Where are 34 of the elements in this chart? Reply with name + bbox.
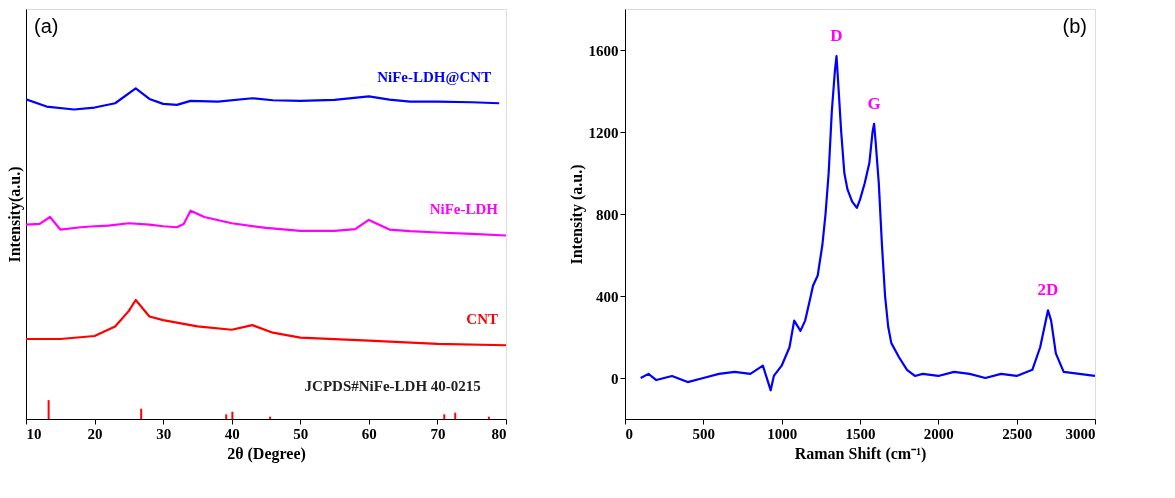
y-axis-title: Intensity (a.u.) <box>567 164 586 265</box>
y-tick-label: 400 <box>596 288 619 305</box>
x-axis-title: Raman Shift (cm⁻¹) <box>794 444 927 463</box>
x-tick-label: 10 <box>26 425 42 442</box>
x-tick-label: 1000 <box>767 425 798 442</box>
x-tick-label: 50 <box>293 425 309 442</box>
annotation: D <box>830 26 843 46</box>
annotation: 2D <box>1037 280 1059 300</box>
line-series <box>639 55 1095 392</box>
series-label: JCPDS#NiFe-LDH 40-0215 <box>304 378 481 395</box>
x-tick-label: 3000 <box>1065 425 1096 442</box>
x-tick-label: 2000 <box>923 425 954 442</box>
x-tick-label: 70 <box>430 425 446 442</box>
series-label: NiFe-LDH@CNT <box>377 69 492 86</box>
y-tick-label: 800 <box>596 206 619 223</box>
x-tick-label: 60 <box>361 425 377 442</box>
annotation: G <box>867 93 881 113</box>
y-tick-label: 0 <box>611 370 619 387</box>
series-label: NiFe-LDH <box>429 201 499 218</box>
x-tick-label: 1500 <box>845 425 876 442</box>
x-tick-label: 30 <box>156 425 172 442</box>
annotation: (b) <box>1062 15 1087 37</box>
x-tick-label: 0 <box>625 425 633 442</box>
y-axis-title: Intensity(a.u.) <box>5 166 24 263</box>
x-tick-label: 2500 <box>1002 425 1033 442</box>
x-tick-label: 500 <box>692 425 716 442</box>
y-tick-label: 1200 <box>588 124 619 141</box>
x-tick-label: 20 <box>87 425 103 442</box>
x-axis-title: 2θ (Degree) <box>227 444 306 463</box>
x-tick-label: 80 <box>491 425 507 442</box>
y-tick-label: 1600 <box>588 42 619 59</box>
series-label: CNT <box>466 311 498 328</box>
x-tick-label: 40 <box>224 425 240 442</box>
text: (a) <box>34 15 59 37</box>
